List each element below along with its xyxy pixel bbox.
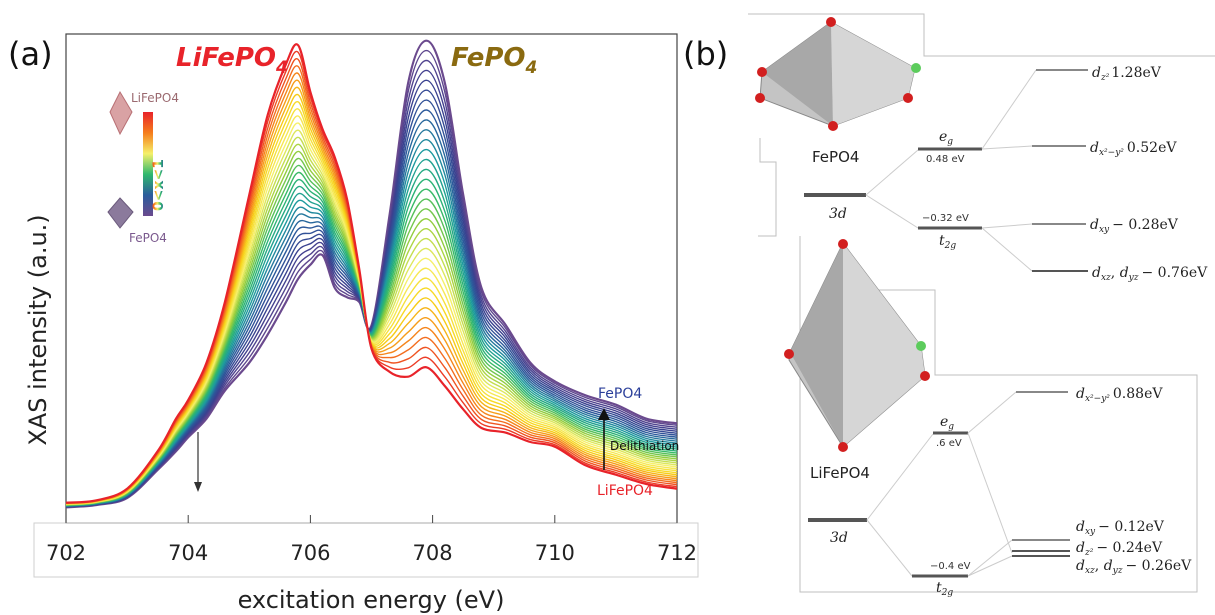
- x-tick-label: 702: [46, 541, 86, 565]
- annot-lifepo4: LiFePO4: [597, 483, 653, 499]
- lifepo4-crystal-icon: [109, 90, 133, 136]
- x-axis-label: excitation energy (eV): [238, 586, 505, 614]
- x-ticks: 702 704 706 708 710 712: [46, 515, 697, 565]
- title-fepo4: FePO4: [451, 43, 537, 78]
- level-label-lower-3: dxz, dyz − 0.26eV: [1076, 558, 1192, 576]
- left-arrowhead: [194, 482, 202, 492]
- inset-legend: LiFePO4 FePO4 0<x<1: [107, 90, 179, 245]
- lithium-atom: [911, 63, 921, 73]
- spectrum-curve: [65, 129, 678, 507]
- t2g-energy-upper: −0.32 eV: [922, 213, 969, 224]
- compound-label-lifepo4: LiFePO4: [810, 464, 870, 482]
- x-tick-label: 706: [290, 541, 330, 565]
- octahedron-face-lower-right: [843, 243, 925, 447]
- connector: [866, 433, 934, 521]
- connector: [865, 149, 919, 196]
- lithium-atom: [916, 341, 926, 351]
- t2g-energy-lower: −0.4 eV: [930, 561, 971, 572]
- spectrum-curve: [65, 109, 678, 507]
- fepo4-crystal-icon: [107, 197, 134, 229]
- connector: [967, 391, 1017, 434]
- oxygen-atom: [828, 121, 838, 131]
- x-tick-label: 712: [657, 541, 697, 565]
- inset-top-label: LiFePO4: [131, 91, 179, 105]
- frame-upper: [748, 13, 1215, 57]
- spectrum-curve: [65, 99, 678, 508]
- oxygen-atom: [784, 349, 794, 359]
- oxygen-atom: [755, 93, 765, 103]
- spectrum-curve: [65, 49, 678, 508]
- tick-label-box: [33, 522, 699, 578]
- octahedron-face-lower-left: [790, 243, 843, 447]
- connector: [981, 227, 1033, 272]
- oxygen-atom: [757, 67, 767, 77]
- connector: [967, 432, 1013, 554]
- lifepo4-octahedron: [784, 239, 930, 452]
- level-label-upper-0: dz² 1.28eV: [1092, 65, 1162, 83]
- x-tick-label: 708: [413, 541, 453, 565]
- oxygen-atom: [838, 239, 848, 249]
- level-label-upper-3: dxz, dyz − 0.76eV: [1092, 265, 1208, 283]
- label-t2g-lower: t2g: [936, 580, 953, 598]
- level-label-lower-1: dxy − 0.12eV: [1076, 519, 1165, 537]
- spectrum-curve: [65, 158, 678, 507]
- x-tick-label: 704: [168, 541, 208, 565]
- fepo4-energy-diagram: FePO4 3d eg 0.48 eV −0.32 eV t2g dz² 1.28…: [804, 65, 1208, 283]
- spectrum-curve: [65, 43, 678, 504]
- connector: [967, 555, 1013, 577]
- spectrum-curve: [65, 86, 678, 505]
- level-label-upper-2: dxy − 0.28eV: [1090, 217, 1179, 235]
- panel-a: (a) 702 704 706 708 710 712 excitation energy…: [8, 33, 699, 614]
- spectra-curves: [65, 39, 678, 509]
- spectrum-curve: [65, 59, 678, 508]
- frame-mid-left: [758, 138, 777, 237]
- oxygen-atom: [920, 371, 930, 381]
- spectrum-curve: [65, 89, 678, 508]
- panel-a-label: (a): [8, 35, 53, 73]
- spectrum-curve: [65, 39, 678, 509]
- spectrum-curve: [65, 79, 678, 508]
- colorbar-scale: 0<x<1: [151, 159, 167, 211]
- level-label-lower-2: dz² − 0.24eV: [1076, 540, 1163, 558]
- panel-b-label: (b): [683, 35, 728, 73]
- label-eg-upper: eg: [939, 129, 953, 147]
- oxygen-atom: [903, 93, 913, 103]
- label-eg-lower: eg: [940, 414, 954, 432]
- eg-energy-lower: .6 eV: [936, 438, 962, 449]
- octahedron-face-upper-right: [831, 22, 915, 126]
- y-axis-label: XAS intensity (a.u.): [24, 214, 52, 445]
- fepo4-octahedron: [755, 17, 921, 131]
- label-3d-upper: 3d: [829, 206, 847, 222]
- panel-b: (b) FePO4: [683, 13, 1215, 598]
- title-lifepo4: LiFePO4: [176, 43, 288, 78]
- x-tick-label: 710: [535, 541, 575, 565]
- connector: [981, 145, 1033, 150]
- frame-lower: [799, 236, 1198, 593]
- spectrum-curve: [65, 69, 678, 508]
- spectrum-curve: [65, 72, 678, 504]
- annot-fepo4: FePO4: [598, 386, 642, 402]
- level-label-lower-0: dx²−y² 0.88eV: [1076, 386, 1163, 404]
- label-t2g-upper: t2g: [939, 233, 956, 251]
- compound-label-fepo4: FePO4: [812, 148, 859, 166]
- oxygen-atom: [838, 442, 848, 452]
- annot-delithiation: Delithiation: [610, 439, 679, 453]
- octahedron-face-upper-left: [762, 22, 833, 126]
- connector: [866, 519, 913, 577]
- oxygen-atom: [826, 17, 836, 27]
- connector: [865, 194, 919, 229]
- label-3d-lower: 3d: [830, 530, 848, 546]
- level-label-upper-1: dx²−y² 0.52eV: [1090, 140, 1177, 158]
- eg-energy-upper: 0.48 eV: [926, 154, 965, 165]
- lifepo4-energy-diagram: LiFePO4 3d eg .6 eV −0.4 eV t2g dx²−y² 0.…: [808, 386, 1192, 598]
- delithiation-arrowhead: [598, 408, 610, 420]
- connector: [967, 539, 1013, 577]
- colorbar: [143, 112, 153, 216]
- inset-bottom-label: FePO4: [129, 231, 167, 245]
- connector: [981, 69, 1037, 150]
- connector: [981, 223, 1033, 229]
